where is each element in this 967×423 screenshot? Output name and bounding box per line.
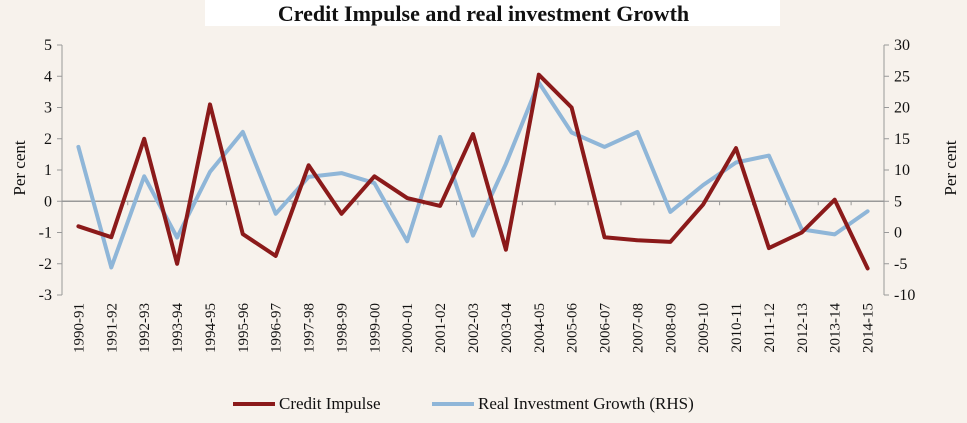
x-tick-label: 2012-13 <box>795 303 811 353</box>
series-line-credit-impulse <box>76 72 870 271</box>
right-tick-label: 15 <box>894 131 910 148</box>
legend-swatch-real-investment-growth <box>432 402 474 406</box>
legend: Credit Impulse Real Investment Growth (R… <box>0 394 967 420</box>
x-tick-label: 2001-02 <box>433 303 449 353</box>
x-tick-label: 1991-92 <box>104 303 120 353</box>
x-tick-label: 1993-94 <box>170 303 186 353</box>
right-tick-label: -10 <box>894 287 915 304</box>
left-tick-label: 5 <box>44 37 52 54</box>
x-tick-label: 1999-00 <box>367 303 383 353</box>
right-tick-label: 5 <box>894 193 902 210</box>
x-tick-label: 1990-91 <box>71 303 87 353</box>
right-tick-label: 25 <box>894 68 910 85</box>
left-tick-label: -1 <box>39 225 52 242</box>
x-tick-label: 2007-08 <box>630 303 646 353</box>
x-tick-label: 2009-10 <box>696 303 712 353</box>
x-tick-label: 2005-06 <box>565 303 581 353</box>
x-tick-label: 2000-01 <box>400 303 416 353</box>
x-tick-label: 1998-99 <box>334 303 350 353</box>
x-tick-label: 2006-07 <box>598 303 614 353</box>
left-axis-title: Per cent <box>10 140 29 196</box>
left-tick-label: 0 <box>44 193 52 210</box>
left-tick-label: 4 <box>44 68 52 85</box>
x-tick-label: 1996-97 <box>269 303 285 353</box>
left-tick-label: -3 <box>39 287 52 304</box>
x-tick-label: 1997-98 <box>302 303 318 353</box>
left-tick-label: -2 <box>39 256 52 273</box>
chart-title: Credit Impulse and real investment Growt… <box>277 1 690 26</box>
legend-item-real-investment-growth: Real Investment Growth (RHS) <box>432 394 694 414</box>
x-tick-label: 2014-15 <box>861 303 877 353</box>
right-tick-label: 30 <box>894 37 910 54</box>
title-background <box>205 0 780 26</box>
x-tick-label: 1995-96 <box>236 303 252 353</box>
series-line-real-investment-growth <box>76 80 870 270</box>
x-tick-label: 1994-95 <box>203 303 219 353</box>
x-tick-label: 1992-93 <box>137 303 153 353</box>
legend-item-credit-impulse: Credit Impulse <box>233 394 381 414</box>
legend-swatch-credit-impulse <box>233 402 275 406</box>
right-tick-label: 0 <box>894 225 902 242</box>
x-tick-label: 2004-05 <box>532 303 548 353</box>
x-tick-label: 2010-11 <box>729 303 745 352</box>
left-tick-label: 2 <box>44 131 52 148</box>
right-tick-label: 10 <box>894 162 910 179</box>
legend-label-credit-impulse: Credit Impulse <box>279 394 381 413</box>
right-tick-label: -5 <box>894 256 907 273</box>
right-tick-label: 20 <box>894 100 910 117</box>
x-tick-label: 2002-03 <box>466 303 482 353</box>
x-tick-label: 2008-09 <box>663 303 679 353</box>
left-tick-label: 3 <box>44 100 52 117</box>
legend-label-real-investment-growth: Real Investment Growth (RHS) <box>478 394 694 413</box>
x-tick-label: 2011-12 <box>762 303 778 352</box>
right-axis-title: Per cent <box>941 140 960 196</box>
x-tick-label: 2013-14 <box>828 303 844 353</box>
left-tick-label: 1 <box>44 162 52 179</box>
x-tick-label: 2003-04 <box>499 303 515 353</box>
